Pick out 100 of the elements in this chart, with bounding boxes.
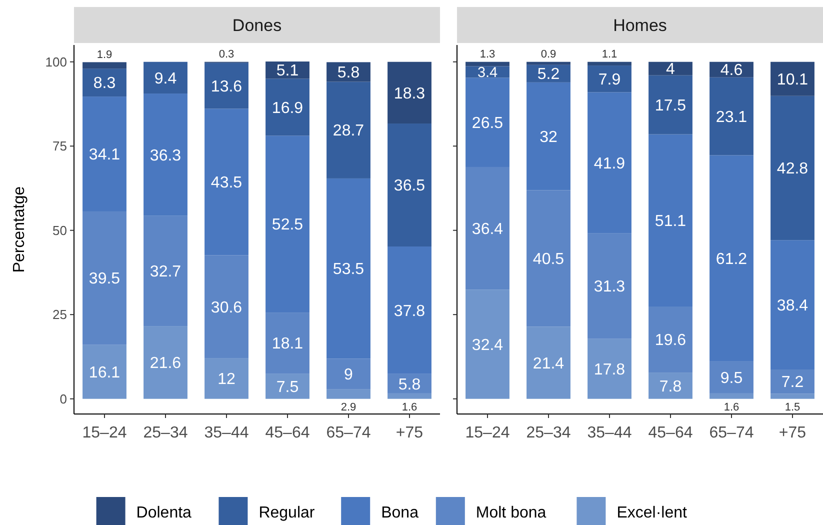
data-label: 9.5 bbox=[720, 370, 743, 388]
legend-label: Bona bbox=[381, 504, 419, 522]
x-tick-label: +75 bbox=[396, 424, 424, 442]
data-label: 12 bbox=[218, 371, 236, 388]
y-tick-label: 100 bbox=[45, 54, 67, 70]
bar bbox=[266, 312, 310, 374]
bar bbox=[648, 134, 692, 306]
legend-label: Dolenta bbox=[136, 504, 192, 522]
data-label: 28.7 bbox=[332, 122, 364, 140]
y-tick-label: 50 bbox=[52, 222, 67, 238]
data-label: 1.1 bbox=[602, 48, 618, 61]
legend-label: Excel·lent bbox=[616, 504, 688, 522]
data-label: 36.5 bbox=[394, 178, 426, 195]
data-label: 36.4 bbox=[472, 220, 504, 238]
data-label: 16.1 bbox=[88, 364, 120, 382]
bar bbox=[82, 344, 126, 399]
data-label: 7.5 bbox=[276, 378, 299, 396]
bar bbox=[770, 96, 814, 240]
data-label: 7.9 bbox=[598, 71, 621, 88]
bar bbox=[326, 389, 370, 399]
bar bbox=[204, 108, 248, 256]
data-label: 1.3 bbox=[480, 48, 496, 61]
bar bbox=[82, 68, 126, 97]
data-label: 1.6 bbox=[724, 402, 740, 414]
data-label: 26.5 bbox=[472, 114, 504, 132]
x-tick-label: 25–34 bbox=[526, 424, 571, 442]
bar bbox=[770, 394, 814, 399]
data-label: 8.3 bbox=[93, 75, 116, 92]
data-label: 1.6 bbox=[402, 402, 418, 414]
bar bbox=[588, 92, 632, 234]
y-axis-title: Percentatge bbox=[11, 186, 28, 273]
data-label: 13.6 bbox=[210, 78, 242, 96]
data-label: 18.1 bbox=[272, 336, 304, 353]
data-label: 4.6 bbox=[720, 62, 743, 80]
data-label: 5.8 bbox=[398, 376, 421, 394]
x-tick-label: +75 bbox=[778, 424, 806, 442]
x-tick-label: 35–44 bbox=[204, 424, 249, 442]
bar bbox=[588, 66, 632, 92]
bar bbox=[770, 370, 814, 394]
bar bbox=[526, 62, 570, 65]
bar bbox=[144, 326, 188, 399]
bar bbox=[204, 255, 248, 358]
data-label: 34.1 bbox=[88, 146, 120, 164]
data-label: 21.4 bbox=[532, 355, 564, 372]
data-label: 32.4 bbox=[472, 336, 504, 354]
data-label: 32.7 bbox=[150, 264, 182, 281]
data-label: 42.8 bbox=[776, 160, 808, 178]
bar bbox=[326, 358, 370, 390]
data-label: 19.6 bbox=[654, 332, 686, 350]
data-label: 52.5 bbox=[272, 216, 304, 234]
data-label: 5.8 bbox=[337, 64, 360, 82]
bar bbox=[204, 358, 248, 399]
bar bbox=[588, 338, 632, 399]
bar bbox=[388, 393, 432, 399]
data-label: 40.5 bbox=[532, 251, 564, 268]
data-label: 38.4 bbox=[776, 297, 808, 314]
y-tick-label: 75 bbox=[52, 138, 67, 154]
bar bbox=[388, 62, 432, 124]
data-label: 10.1 bbox=[776, 71, 808, 88]
bar bbox=[710, 77, 754, 156]
bar bbox=[82, 96, 126, 212]
bar bbox=[710, 155, 754, 362]
bar bbox=[588, 62, 632, 66]
data-label: 0.3 bbox=[218, 48, 234, 61]
data-label: 41.9 bbox=[594, 155, 626, 172]
bar bbox=[466, 290, 510, 399]
bar bbox=[770, 62, 814, 96]
bar bbox=[144, 94, 188, 216]
bar bbox=[710, 393, 754, 399]
bar bbox=[526, 82, 570, 190]
data-label: 7.8 bbox=[659, 378, 682, 396]
bar bbox=[82, 211, 126, 345]
x-tick-label: 65–74 bbox=[326, 424, 371, 442]
bar bbox=[388, 124, 432, 247]
data-label: 23.1 bbox=[716, 108, 748, 126]
data-label: 36.3 bbox=[150, 147, 182, 164]
data-label: 32 bbox=[540, 128, 558, 146]
x-tick-label: 45–64 bbox=[648, 424, 693, 442]
data-label: 0.9 bbox=[540, 48, 556, 61]
data-label: 1.9 bbox=[96, 49, 112, 62]
bar bbox=[326, 82, 370, 178]
bar bbox=[388, 246, 432, 374]
bar bbox=[326, 178, 370, 359]
data-label: 4 bbox=[666, 61, 676, 78]
y-tick-label: 0 bbox=[60, 391, 67, 406]
data-label: 37.8 bbox=[394, 302, 426, 320]
data-label: 16.9 bbox=[272, 100, 304, 117]
data-label: 43.5 bbox=[210, 174, 242, 192]
bar bbox=[648, 306, 692, 373]
bar bbox=[466, 166, 510, 290]
bar bbox=[466, 62, 510, 66]
x-tick-label: 35–44 bbox=[587, 424, 632, 442]
x-tick-label: 45–64 bbox=[265, 424, 310, 442]
bar bbox=[144, 216, 188, 326]
x-tick-label: 65–74 bbox=[709, 424, 754, 442]
data-label: 7.2 bbox=[781, 374, 804, 392]
bar bbox=[588, 233, 632, 339]
x-tick-label: 15–24 bbox=[465, 424, 510, 442]
chart-title: Dones bbox=[232, 16, 282, 35]
data-label: 18.3 bbox=[394, 85, 426, 102]
